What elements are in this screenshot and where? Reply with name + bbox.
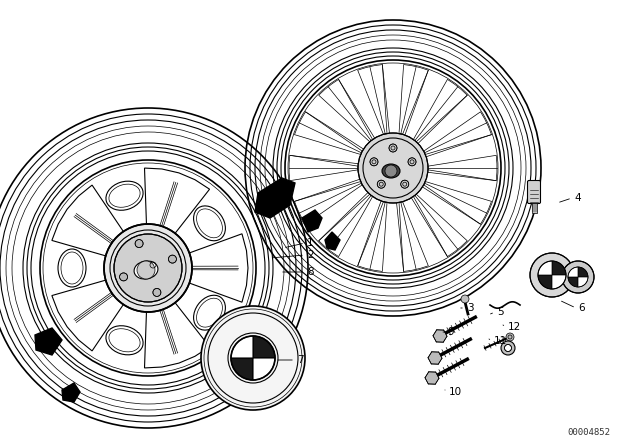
Polygon shape (399, 65, 428, 134)
Polygon shape (358, 202, 387, 271)
Polygon shape (52, 280, 125, 351)
Polygon shape (62, 383, 80, 402)
Polygon shape (294, 112, 362, 155)
Polygon shape (145, 168, 209, 235)
Polygon shape (289, 155, 358, 181)
Circle shape (408, 158, 416, 166)
Wedge shape (568, 267, 578, 277)
Ellipse shape (61, 252, 83, 284)
Polygon shape (425, 372, 439, 384)
Ellipse shape (382, 164, 400, 178)
Polygon shape (319, 79, 372, 142)
Text: 5: 5 (497, 307, 504, 317)
Polygon shape (358, 65, 387, 134)
Wedge shape (231, 358, 253, 380)
Circle shape (135, 240, 143, 248)
Ellipse shape (109, 329, 140, 352)
Ellipse shape (106, 326, 143, 355)
Wedge shape (578, 267, 588, 277)
Wedge shape (552, 275, 566, 289)
Circle shape (370, 158, 378, 166)
Wedge shape (578, 277, 588, 287)
Wedge shape (568, 277, 578, 287)
Polygon shape (35, 328, 62, 355)
Text: 00004852: 00004852 (567, 428, 610, 437)
Circle shape (120, 273, 127, 281)
Text: 7: 7 (297, 355, 303, 365)
Circle shape (137, 261, 155, 279)
Circle shape (168, 255, 177, 263)
Ellipse shape (196, 209, 223, 238)
Text: 8: 8 (307, 267, 314, 277)
Circle shape (114, 234, 182, 302)
Circle shape (201, 306, 305, 410)
Ellipse shape (193, 206, 225, 241)
Circle shape (401, 180, 409, 188)
Ellipse shape (106, 181, 143, 210)
Polygon shape (255, 178, 295, 218)
Polygon shape (428, 352, 442, 364)
FancyBboxPatch shape (531, 203, 536, 213)
Circle shape (504, 345, 511, 352)
Circle shape (153, 289, 161, 297)
Ellipse shape (58, 249, 86, 287)
Circle shape (562, 261, 594, 293)
Polygon shape (188, 234, 248, 302)
Ellipse shape (109, 184, 140, 207)
Circle shape (377, 180, 385, 188)
Polygon shape (424, 112, 492, 155)
Circle shape (287, 62, 499, 274)
Polygon shape (294, 181, 362, 224)
Ellipse shape (134, 261, 158, 279)
Text: 2: 2 (307, 250, 314, 260)
Wedge shape (552, 261, 566, 275)
Polygon shape (302, 210, 322, 232)
Polygon shape (433, 330, 447, 342)
Text: 10: 10 (449, 387, 462, 397)
Circle shape (530, 253, 574, 297)
Polygon shape (325, 232, 340, 250)
Text: 9: 9 (447, 327, 454, 337)
Wedge shape (231, 336, 253, 358)
Wedge shape (538, 261, 552, 275)
Wedge shape (538, 275, 552, 289)
Text: 11: 11 (494, 336, 508, 346)
Polygon shape (413, 79, 467, 142)
Polygon shape (413, 194, 467, 257)
Polygon shape (399, 202, 428, 271)
Text: 1: 1 (307, 238, 314, 248)
Wedge shape (253, 358, 275, 380)
Circle shape (46, 166, 250, 370)
Text: 3: 3 (467, 303, 474, 313)
Polygon shape (52, 185, 125, 256)
Ellipse shape (193, 295, 225, 330)
Circle shape (461, 295, 469, 303)
Text: 4: 4 (574, 193, 580, 203)
Wedge shape (253, 336, 275, 358)
Polygon shape (428, 155, 497, 181)
Ellipse shape (196, 298, 223, 327)
Polygon shape (319, 194, 372, 257)
Circle shape (506, 333, 514, 341)
Text: 6: 6 (578, 303, 584, 313)
Circle shape (389, 144, 397, 152)
Polygon shape (424, 181, 492, 224)
Circle shape (501, 341, 515, 355)
Circle shape (104, 224, 192, 312)
Polygon shape (145, 301, 209, 368)
Text: 12: 12 (508, 322, 521, 332)
Circle shape (358, 133, 428, 203)
FancyBboxPatch shape (527, 181, 541, 203)
Circle shape (385, 165, 397, 177)
